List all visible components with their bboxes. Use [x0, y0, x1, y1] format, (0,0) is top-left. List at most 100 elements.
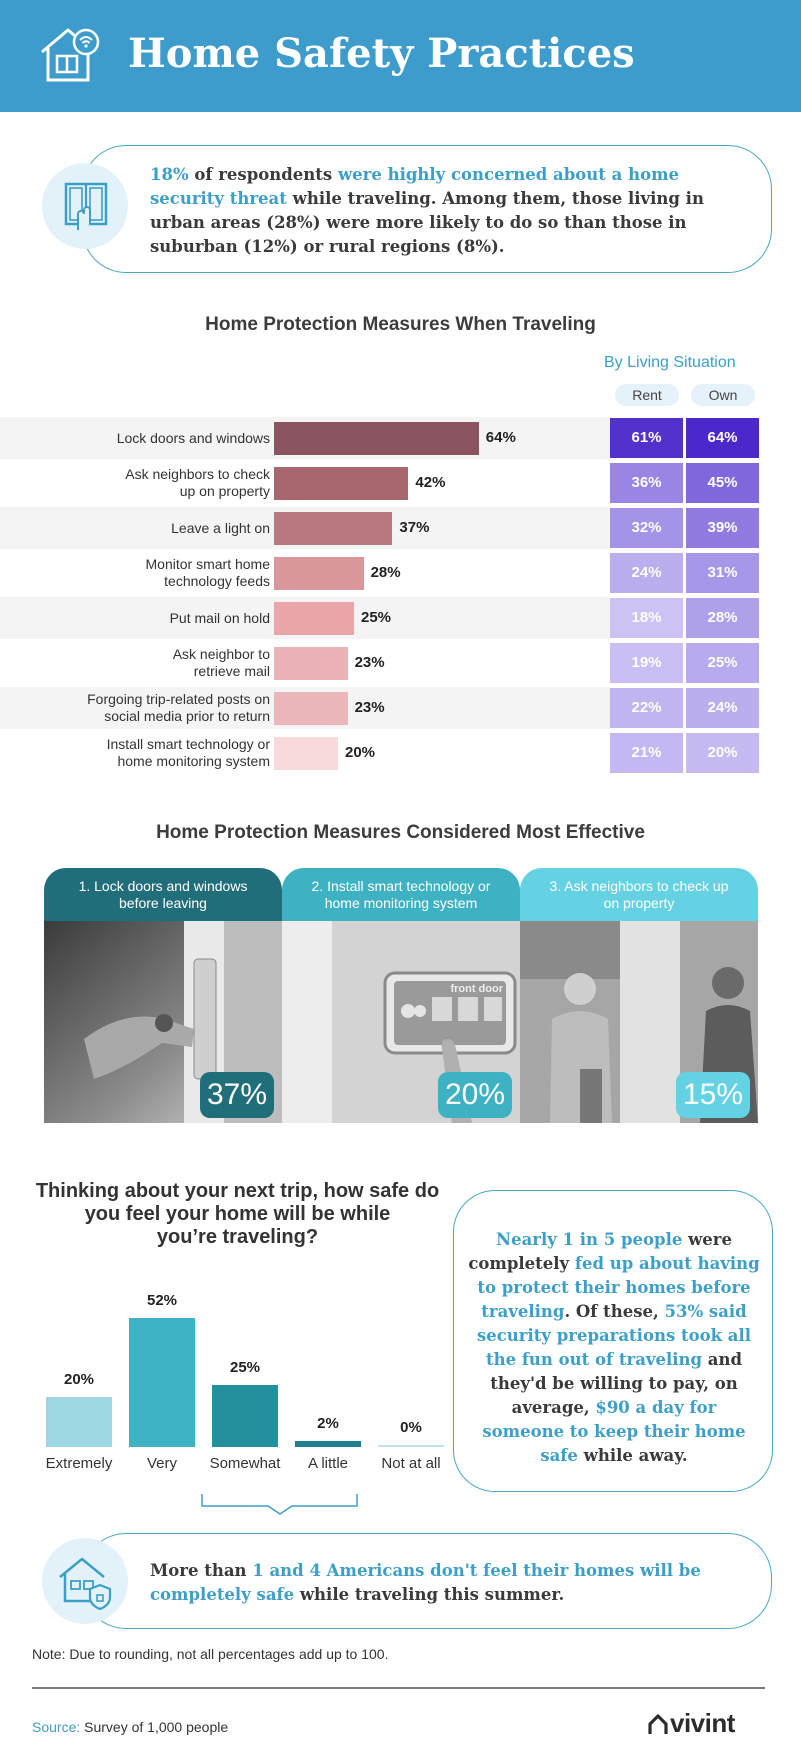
bar-label-line: home monitoring system [117, 753, 270, 769]
bracket-marker [201, 1494, 358, 1515]
bar-label-line: technology feeds [164, 573, 270, 589]
bar [274, 422, 479, 455]
effective-panel-label: 1. Lock doors and windows [78, 878, 248, 894]
vivint-logo-text: vivint [670, 1708, 735, 1738]
bar-label: Ask neighbors to check up on property [30, 466, 270, 500]
bar-label: Leave a light on [30, 520, 270, 537]
chart2-title: Thinking about your next trip, how safe … [30, 1180, 445, 1249]
bar [274, 737, 338, 770]
chart2-title-line: you’re traveling? [156, 1226, 319, 1248]
effective-title: Home Protection Measures Considered Most… [156, 822, 645, 843]
house-shield-icon [59, 1557, 112, 1611]
bar-label-line: Leave a light on [171, 520, 270, 536]
callout-text-part: while traveling this summer. [294, 1585, 565, 1604]
callout-text-part: More than [150, 1561, 253, 1580]
bar-value-label: 23% [354, 699, 385, 716]
chart1-subtitle: By Living Situation [604, 354, 736, 371]
callout-text-part: . Of these, [564, 1302, 665, 1321]
col-own-label: Own [691, 384, 755, 406]
window-touch-icon [64, 182, 108, 230]
bar-label-line: Put mail on hold [169, 610, 270, 626]
bar-label: Ask neighbor to retrieve mail [30, 646, 270, 680]
callout-highlight: 1 and 4 Americans don't feel their homes… [150, 1561, 701, 1604]
bar [274, 602, 354, 635]
callout-text-part: while away. [577, 1446, 688, 1465]
col-rent-label: Rent [615, 384, 679, 406]
own-cell: 64% [686, 418, 759, 458]
bar-label-line: Lock doors and windows [116, 430, 270, 446]
bar-label-line: up on property [179, 483, 270, 499]
smart-panel-screen-text: front door [450, 983, 503, 995]
bar [274, 467, 409, 500]
smart-home-wifi-icon [41, 28, 100, 82]
rent-cell: 18% [610, 598, 683, 638]
rent-cell: 24% [610, 553, 683, 593]
vbar-category-label: Somewhat [209, 1455, 281, 1472]
callout-highlight: $90 a day for someone to keep their home… [482, 1398, 746, 1465]
table-row: Ask neighbors to check up on property 42% [0, 462, 610, 504]
effective-panel-header: 1. Lock doors and windows before leaving [44, 868, 282, 921]
vbar-category-label: Very [146, 1455, 177, 1472]
vbar [378, 1445, 444, 1447]
effective-panel-label: before leaving [119, 895, 207, 911]
bar-label-line: Install smart technology or [106, 736, 270, 752]
vbar [295, 1441, 361, 1447]
bar-label: Lock doors and windows [30, 430, 270, 447]
page-title: Home Safety Practices [128, 30, 635, 77]
bar-value-label: 25% [361, 609, 392, 626]
bar-value-label: 20% [345, 744, 376, 761]
bar [274, 692, 348, 725]
bottom-callout [82, 1533, 772, 1629]
effective-panel-header: 3. Ask neighbors to check up on property [520, 868, 758, 921]
vbar-value-label: 20% [63, 1371, 95, 1389]
right-callout-text: Nearly 1 in 5 people were completely fed… [468, 1228, 760, 1468]
bar-label-line: Ask neighbors to check [125, 466, 270, 482]
chart2-title-line: you feel your home will be while [84, 1203, 391, 1225]
vbar-value-label: 25% [229, 1359, 261, 1376]
rent-cell: 21% [610, 733, 683, 773]
effective-pct-badge: 20% [438, 1072, 512, 1118]
bar [274, 512, 393, 545]
callout-text-part: and they'd be willing to pay, on average… [490, 1350, 743, 1417]
bar-value-label: 37% [399, 519, 430, 536]
top-callout-text: 18% of respondents were highly concerned… [150, 163, 750, 259]
bar-value-label: 28% [370, 564, 401, 581]
vbar-category-label: A little [307, 1455, 349, 1472]
own-cell: 39% [686, 508, 759, 548]
bar-label: Install smart technology or home monitori… [30, 736, 270, 770]
effective-pct-badge: 37% [200, 1072, 274, 1118]
bar-label-line: social media prior to return [104, 708, 270, 724]
bar-value-label: 42% [415, 474, 446, 491]
bar-value-label: 23% [354, 654, 385, 671]
own-cell: 20% [686, 733, 759, 773]
table-row: Ask neighbor to retrieve mail 23% [0, 642, 610, 684]
bar [274, 557, 364, 590]
right-callout [453, 1190, 773, 1492]
vbar-value-label: 52% [146, 1292, 178, 1310]
callout-highlight: fed up about having to protect their hom… [477, 1254, 760, 1321]
effective-panel-header: 2. Install smart technology or home monit… [282, 868, 520, 921]
rent-cell: 61% [610, 418, 683, 458]
effective-panel-label: on property [603, 895, 675, 911]
source-line: Source: Survey of 1,000 people [32, 1719, 228, 1735]
callout-stat: 18% [150, 165, 189, 184]
vbar [46, 1397, 112, 1447]
table-row: Lock doors and windows 64% [0, 417, 610, 459]
own-cell: 24% [686, 688, 759, 728]
own-cell: 45% [686, 463, 759, 503]
bar-label-line: Ask neighbor to [172, 646, 270, 662]
chart2-title-line: Thinking about your next trip, how safe … [35, 1180, 440, 1202]
bar-value-label: 64% [485, 429, 516, 446]
rent-cell: 36% [610, 463, 683, 503]
vbar [212, 1385, 278, 1447]
vbar [129, 1318, 195, 1447]
bar-label-line: Forgoing trip-related posts on [87, 691, 270, 707]
bar-label-line: Monitor smart home [145, 556, 270, 572]
table-row: Install smart technology or home monitori… [0, 732, 610, 774]
chart1-title: Home Protection Measures When Traveling [205, 314, 596, 335]
own-cell: 28% [686, 598, 759, 638]
header-banner: Home Safety Practices [0, 0, 801, 112]
footer-divider [32, 1687, 765, 1689]
own-cell: 31% [686, 553, 759, 593]
source-text: Survey of 1,000 people [80, 1719, 229, 1735]
